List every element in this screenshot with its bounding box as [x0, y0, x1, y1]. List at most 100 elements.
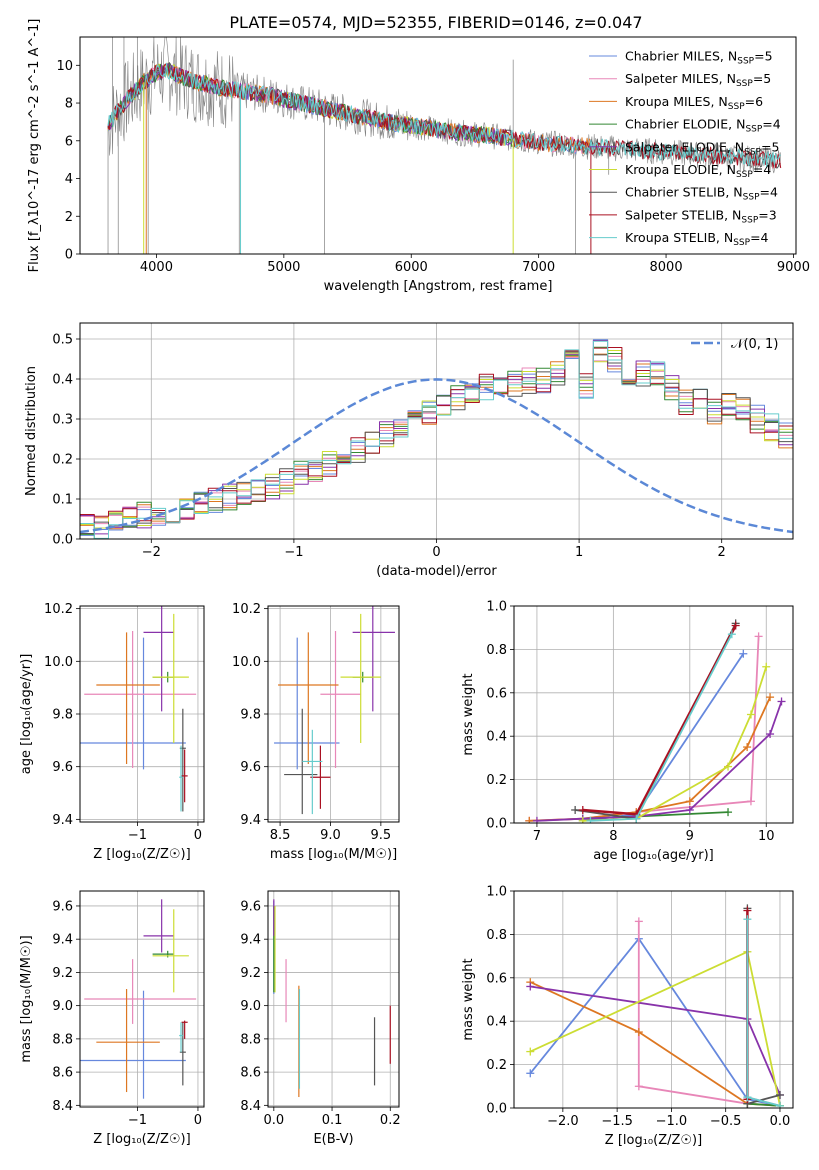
errorbar-kroupa-elodie: [152, 613, 189, 743]
x-axis-label: (data-model)/error: [376, 564, 497, 579]
errorbar-salpeter-elodie: [143, 899, 174, 953]
model-fit-salpeter-elodie: [107, 63, 513, 146]
y-tick-label: 9.4: [240, 933, 261, 948]
x-tick-label: 0: [194, 828, 202, 843]
x-tick-label: 2: [718, 545, 726, 560]
x-tick-label: −1.5: [601, 1114, 633, 1129]
legend-label: Kroupa STELIB, NSSP=4: [625, 230, 769, 248]
histogram-salpeter-stelib: [80, 347, 793, 524]
y-tick-label: 10.0: [44, 655, 73, 670]
errorbar-kroupa-stelib: [179, 1022, 183, 1053]
axes-spectrum: 4000 5000 6000 7000 8000 9000 0 2 4 6 8 10 wavelengt…: [27, 19, 810, 294]
axes-frame: [79, 322, 794, 540]
histogram-salpeter-miles: [80, 355, 793, 525]
y-tick-label: 8.6: [240, 1066, 261, 1081]
y-tick-label: 0: [65, 248, 73, 263]
weight-series-kroupa-miles: [526, 978, 784, 1108]
x-tick-label: −1.0: [656, 1114, 688, 1129]
plot-area-z_mass: [80, 899, 197, 1099]
errorbar-kroupa-stelib: [302, 729, 323, 815]
errorbar-salpeter-elodie: [143, 606, 174, 712]
errorbar-salpeter-miles: [84, 959, 197, 1024]
y-tick-label: 8: [65, 97, 73, 112]
weight-series-kroupa-stelib: [586, 630, 736, 823]
y-tick-label: 8.6: [52, 1066, 73, 1081]
x-axis-label: Z [log₁₀(Z/Z☉)]: [93, 847, 190, 862]
y-tick-label: 6: [65, 134, 73, 149]
x-tick-label: 9.5: [371, 828, 392, 843]
axes-frame: [267, 605, 400, 823]
x-tick-label: 6000: [395, 260, 428, 275]
errorbar-chabrier-elodie: [152, 950, 174, 958]
y-tick-label: 10.2: [232, 602, 261, 617]
y-tick-label: 9.4: [52, 933, 73, 948]
errorbar-salpeter-stelib: [181, 1020, 188, 1039]
y-tick-label: 0.4: [52, 373, 73, 388]
y-tick-label: 8.4: [240, 1099, 261, 1114]
x-axis-label: Z [log₁₀(Z/Z☉)]: [93, 1132, 190, 1147]
x-tick-label: 4000: [140, 260, 173, 275]
axes-z_weight: −2.0 −1.5 −1.0 −0.5 0.0 0.0 0.2 0.4 0.6 0.8 1.0 Z […: [461, 885, 794, 1148]
errorbar-salpeter-elodie: [352, 606, 395, 712]
y-tick-label: 0.0: [486, 817, 507, 832]
y-tick-label: 8.8: [52, 1032, 73, 1047]
y-tick-label: 9.0: [52, 999, 73, 1014]
legend-spectrum: Chabrier MILES, NSSP=5 Salpeter MILES, NS…: [589, 49, 781, 248]
plot-area-mass_age: [274, 606, 395, 815]
y-tick-label: 9.2: [240, 966, 261, 981]
y-tick-label: 0.4: [486, 1015, 507, 1030]
y-tick-label: 9.6: [52, 760, 73, 775]
x-tick-label: 0.2: [380, 1113, 401, 1128]
x-tick-label: 8: [609, 829, 617, 844]
x-axis-label: E(B-V): [313, 1132, 353, 1147]
x-tick-label: 0.0: [770, 1114, 791, 1129]
y-tick-label: 9.8: [52, 708, 73, 723]
x-tick-label: 7000: [522, 260, 555, 275]
x-tick-label: −2.0: [547, 1114, 579, 1129]
x-tick-label: 9000: [777, 260, 810, 275]
x-tick-label: 0: [432, 545, 440, 560]
x-tick-label: 0: [194, 1113, 202, 1128]
weight-series-kroupa-stelib: [743, 915, 784, 1108]
legend-label: Kroupa ELODIE, NSSP=4: [625, 162, 771, 180]
x-tick-label: 0.1: [322, 1113, 343, 1128]
y-tick-label: 0.4: [486, 730, 507, 745]
errorbar-chabrier-miles: [274, 637, 340, 770]
legend-label: Chabrier MILES, NSSP=5: [625, 49, 773, 67]
x-tick-label: 0.0: [263, 1113, 284, 1128]
y-tick-label: 4: [65, 172, 73, 187]
axes-frame: [79, 36, 797, 255]
axes-frame: [79, 605, 205, 823]
y-tick-label: 0.0: [486, 1102, 507, 1117]
x-tick-label: −1: [128, 828, 147, 843]
errorbar-kroupa-stelib: [179, 745, 183, 812]
y-tick-label: 0.2: [486, 773, 507, 788]
y-tick-label: 10.0: [232, 655, 261, 670]
legend-label: 𝒩(0, 1): [731, 337, 778, 352]
weight-series-chabrier-stelib: [571, 619, 740, 823]
y-tick-label: 0.8: [486, 928, 507, 943]
y-tick-label: 9.8: [240, 708, 261, 723]
y-tick-label: 0.2: [52, 453, 73, 468]
histogram-kroupa-miles: [80, 353, 793, 530]
y-tick-label: 1.0: [486, 600, 507, 615]
y-tick-label: 0.1: [52, 493, 73, 508]
x-axis-label: wavelength [Angstrom, rest frame]: [324, 279, 553, 294]
x-axis-label: mass [log₁₀(M/M☉)]: [270, 847, 397, 862]
x-tick-label: 9: [686, 829, 694, 844]
errorbar-kroupa-elodie: [152, 909, 189, 993]
plot-area-residuals: [80, 339, 793, 539]
weight-series-chabrier-miles: [578, 649, 748, 823]
x-tick-label: 7: [533, 829, 541, 844]
axes-ebv_mass: 0.0 0.1 0.2 8.4 8.6 8.8 9.0 9.2 9.4 9.6 E(B-V): [240, 890, 401, 1147]
histogram-chabrier-elodie: [80, 346, 793, 539]
y-tick-label: 9.0: [240, 999, 261, 1014]
x-tick-label: 1: [575, 545, 583, 560]
axes-mass_age: 8.5 9.0 9.5 9.4 9.6 9.8 10.0 10.2 mass [log₁₀(M/…: [232, 602, 400, 862]
weight-series-salpeter-stelib: [578, 621, 740, 819]
weight-series-kroupa-elodie: [526, 947, 784, 1108]
weight-series-chabrier-stelib: [743, 904, 784, 1108]
y-tick-label: 8.4: [52, 1099, 73, 1114]
y-tick-label: 9.6: [52, 899, 73, 914]
